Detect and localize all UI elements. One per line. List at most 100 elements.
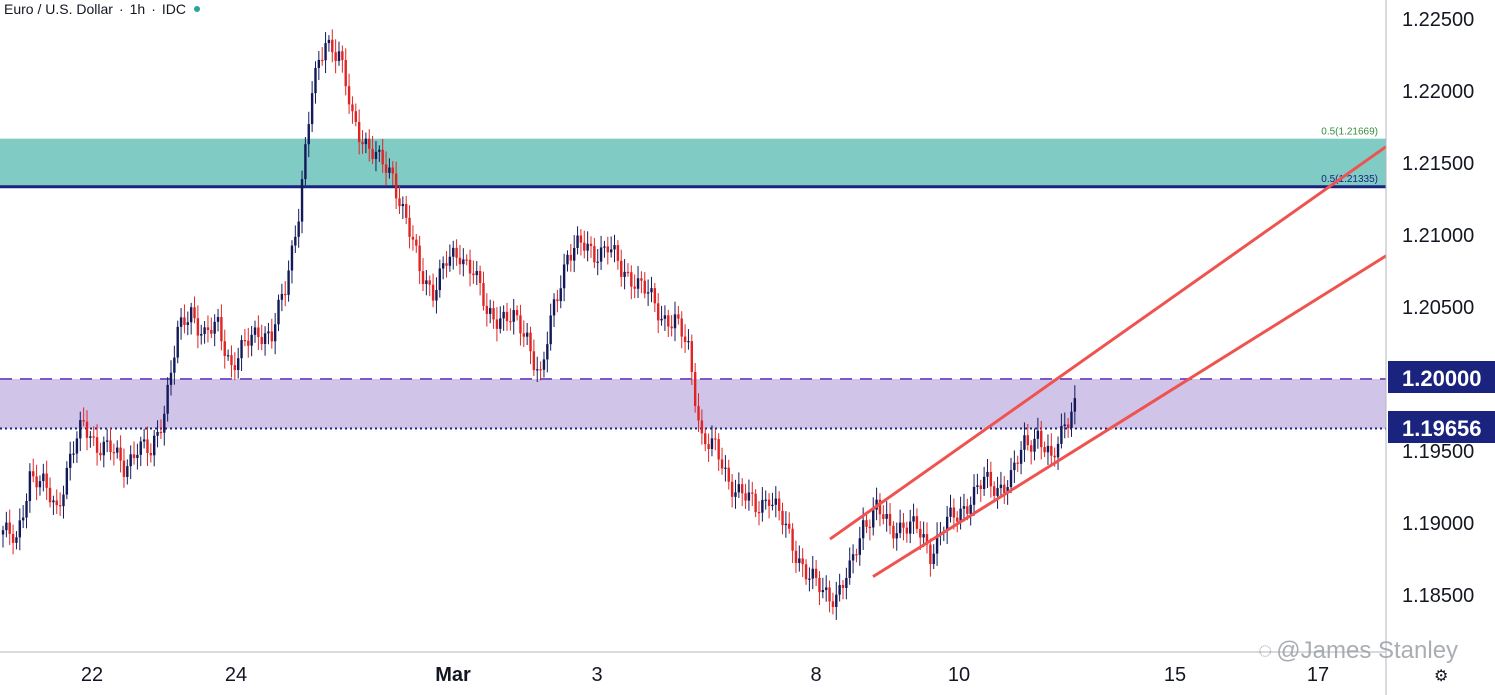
time-tick-label: 10	[948, 664, 970, 686]
price-tick-label: 1.18500	[1402, 585, 1474, 607]
candle-up	[280, 293, 284, 300]
candle-down	[48, 487, 52, 503]
candle-down	[418, 245, 421, 272]
watermark: ◌ @James Stanley	[1258, 637, 1458, 665]
candle-down	[146, 439, 149, 454]
candle-down	[741, 484, 744, 494]
candle-down	[1016, 462, 1019, 464]
candle-up	[512, 310, 515, 322]
candle-down	[458, 257, 462, 265]
candle-down	[865, 520, 868, 527]
candle-up	[156, 431, 159, 436]
candle-down	[1026, 435, 1029, 446]
candle-up	[253, 327, 257, 335]
candle-down	[579, 235, 583, 243]
candle-up	[38, 481, 42, 488]
candle-up	[542, 359, 546, 370]
candle-up	[142, 439, 146, 442]
candle-down	[754, 493, 757, 513]
candle-down	[132, 454, 136, 459]
price-tick-label: 1.22000	[1402, 81, 1474, 103]
channel-lower-line[interactable]	[872, 254, 1387, 578]
candle-down	[354, 111, 357, 122]
candle-down	[979, 485, 982, 489]
candle-down	[730, 481, 734, 497]
candle-down	[149, 453, 153, 456]
candle-up	[216, 317, 220, 322]
separator: ·	[151, 1, 156, 17]
candle-down	[952, 507, 956, 518]
candle-down	[831, 601, 835, 607]
candle-up	[848, 560, 851, 578]
candle-down	[670, 326, 673, 329]
candle-down	[630, 272, 633, 287]
candle-down	[495, 319, 499, 329]
candle-up	[771, 504, 774, 507]
candle-up	[139, 441, 142, 455]
candle-down	[683, 336, 687, 343]
candle-down	[1050, 445, 1053, 456]
candle-down	[892, 525, 895, 539]
candle-down	[653, 288, 657, 304]
candle-up	[452, 247, 455, 257]
price-tick-label: 1.19000	[1402, 513, 1474, 535]
resistance-zone[interactable]	[0, 138, 1386, 187]
candle-down	[569, 254, 573, 261]
candle-up	[609, 249, 613, 253]
candle-up	[573, 247, 576, 261]
candle-up	[186, 322, 189, 325]
candle-down	[159, 431, 163, 434]
candle-up	[176, 326, 179, 358]
candle-down	[45, 473, 48, 488]
candle-down	[122, 460, 126, 477]
candle-up	[25, 500, 28, 518]
time-tick-label: 3	[591, 664, 602, 686]
candle-down	[321, 59, 324, 62]
candle-up	[576, 235, 579, 248]
candle-up	[75, 438, 79, 454]
candle-up	[28, 471, 32, 501]
candle-down	[428, 280, 431, 285]
candle-down	[1053, 455, 1056, 458]
candle-up	[21, 517, 25, 521]
candle-down	[357, 121, 361, 142]
candle-down	[394, 173, 398, 199]
candle-up	[15, 537, 18, 543]
candle-up	[949, 507, 952, 517]
candle-up	[898, 522, 902, 534]
candle-up	[267, 331, 270, 334]
candle-down	[606, 246, 609, 253]
time-axis[interactable]: 22 24 Mar 3 8 10 15 17	[81, 664, 1329, 686]
candle-up	[5, 522, 8, 531]
price-axis[interactable]: 1.225001.220001.215001.210001.205001.200…	[1402, 9, 1474, 607]
symbol-legend[interactable]: Euro / U.S. Dollar · 1h · IDC	[4, 1, 200, 17]
candle-up	[317, 59, 321, 68]
candle-down	[55, 500, 58, 506]
candle-up	[52, 500, 55, 503]
gear-icon[interactable]: ⚙	[1434, 668, 1449, 685]
candle-down	[556, 299, 559, 302]
candle-down	[482, 283, 485, 306]
candle-down	[270, 331, 273, 342]
candle-up	[475, 271, 478, 276]
candle-up	[552, 299, 556, 316]
candle-up	[821, 590, 825, 593]
candle-up	[546, 344, 549, 360]
candle-up	[851, 554, 855, 561]
candle-down	[828, 587, 831, 602]
candle-up	[388, 167, 391, 173]
candle-down	[505, 311, 509, 322]
price-tick-label: 1.19500	[1402, 441, 1474, 463]
candle-down	[539, 369, 542, 371]
support-zone[interactable]	[0, 379, 1386, 429]
candle-up	[374, 151, 378, 160]
candle-up	[364, 138, 368, 145]
candle-up	[566, 254, 569, 265]
candle-up	[69, 453, 72, 468]
candle-down	[693, 372, 697, 407]
candle-down	[777, 498, 781, 511]
candle-down	[751, 492, 754, 494]
channel-upper-line[interactable]	[829, 145, 1387, 541]
candle-up	[203, 327, 206, 335]
